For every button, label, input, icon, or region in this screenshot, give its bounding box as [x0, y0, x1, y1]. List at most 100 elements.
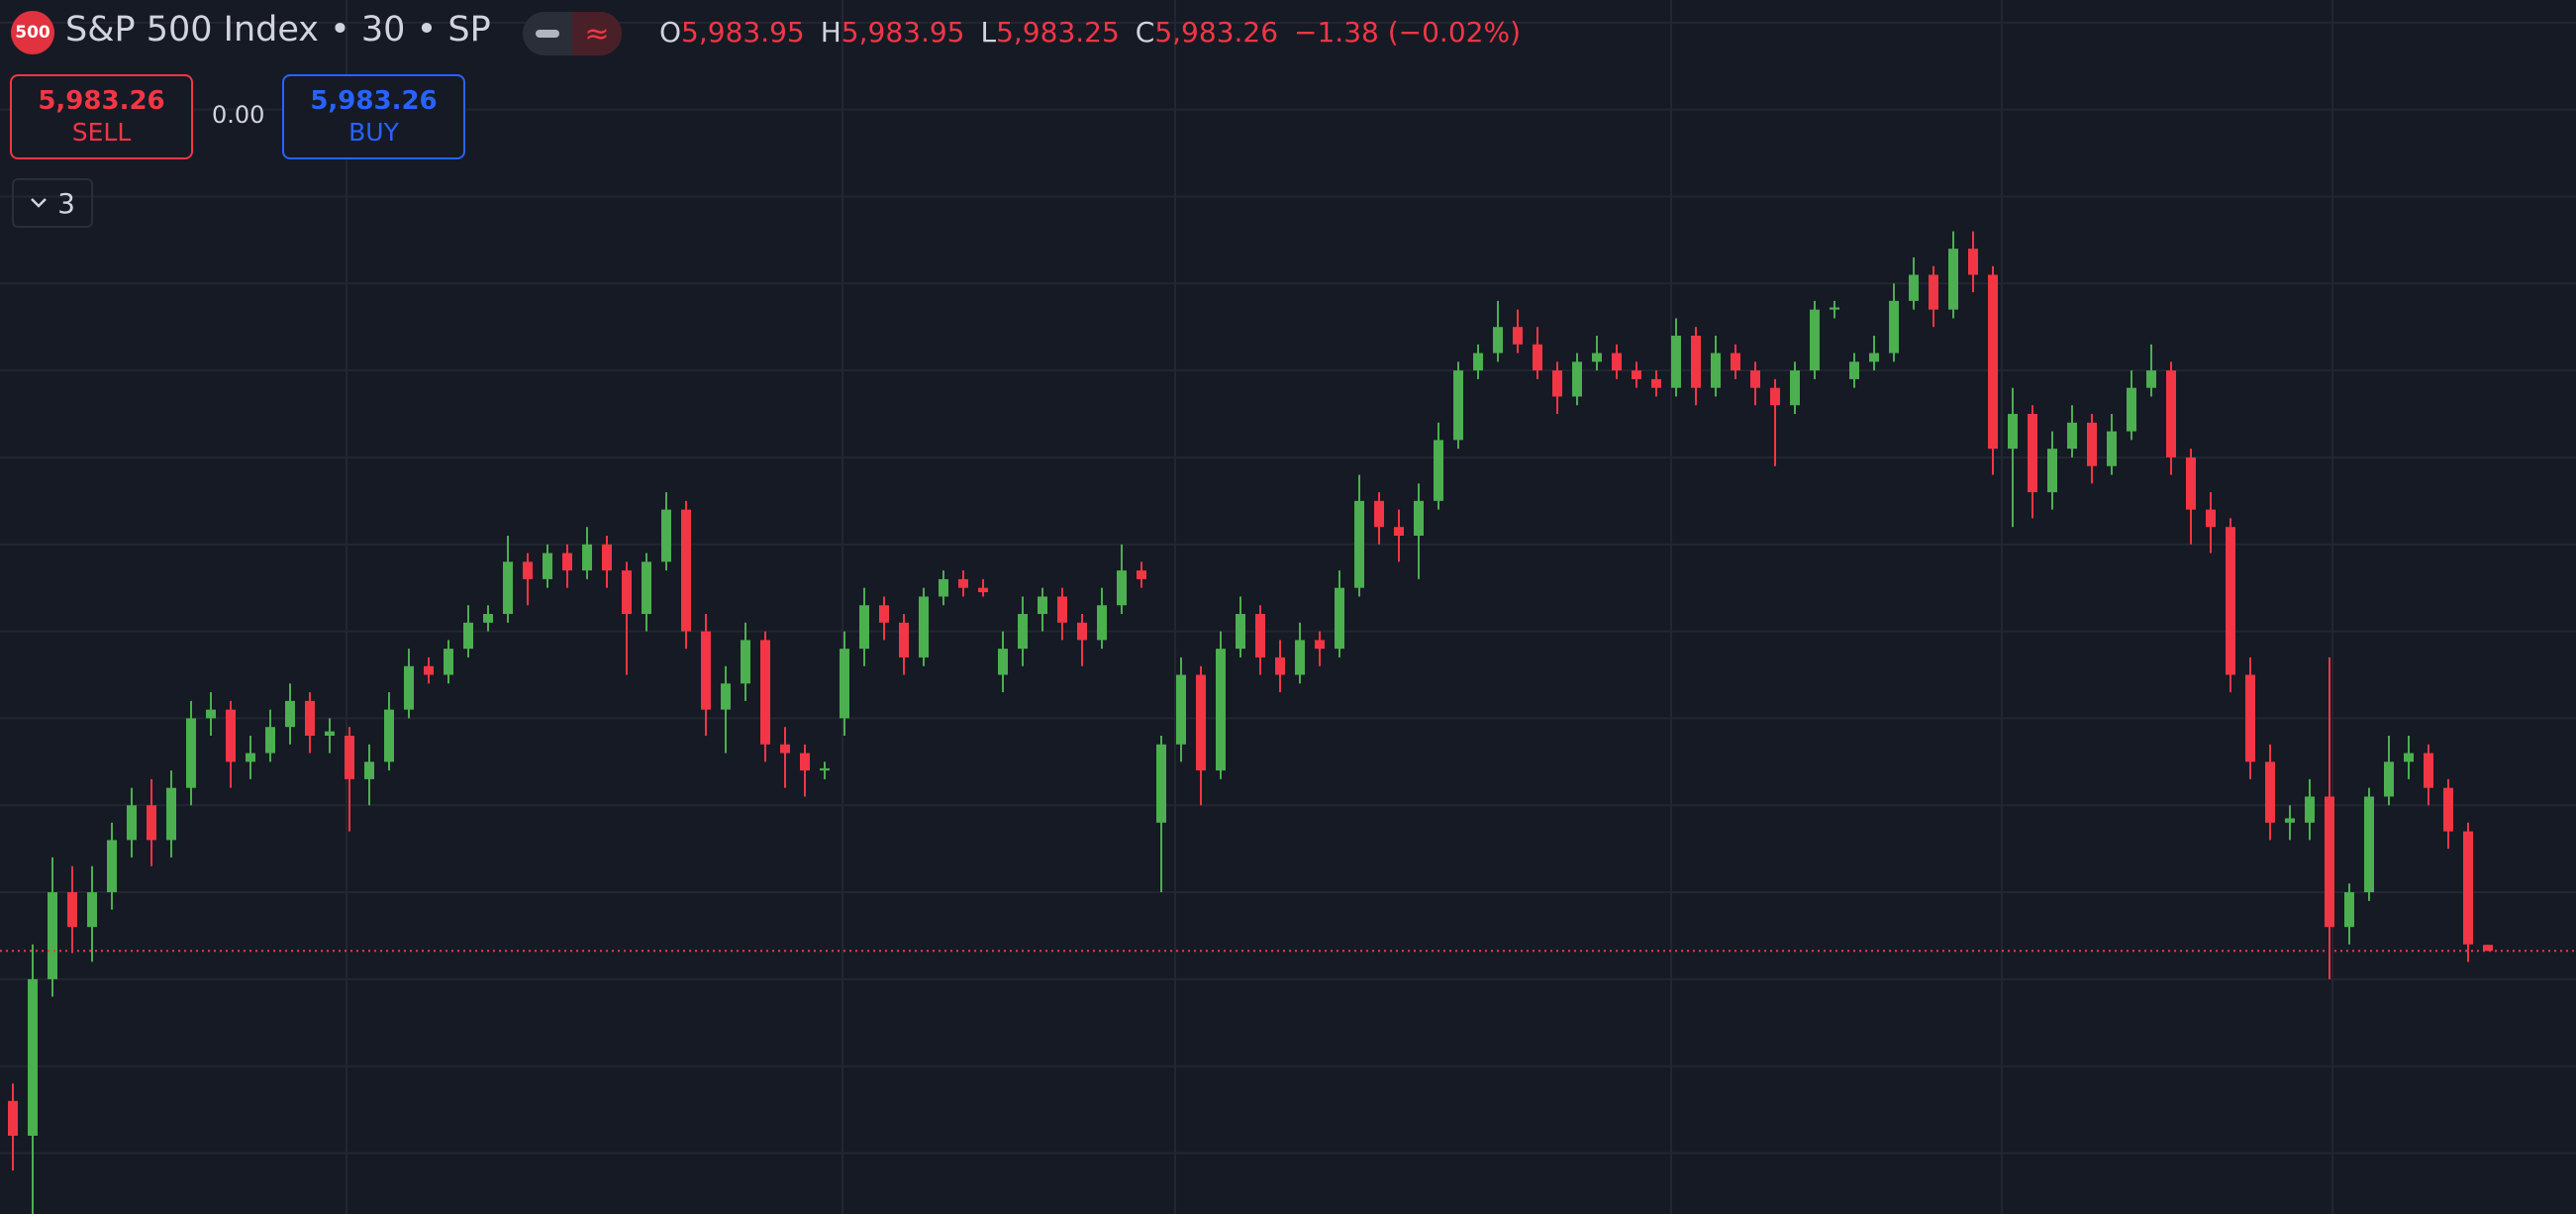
candle-body [483, 614, 493, 623]
candle-body [2087, 422, 2097, 466]
candle-body [2384, 761, 2394, 797]
candle-body [543, 553, 552, 579]
candle-body [1790, 370, 1800, 406]
symbol-icon[interactable]: 500 [11, 11, 54, 54]
chart-toggle[interactable]: ≈ [523, 12, 622, 55]
candle-body [622, 570, 632, 615]
toggle-off[interactable] [523, 12, 572, 55]
candle-body [2265, 761, 2275, 823]
candle-body [2008, 414, 2018, 450]
candle-body [444, 649, 453, 675]
candle-body [127, 805, 137, 841]
candle-body [1612, 353, 1622, 371]
chevron-icon [31, 198, 47, 208]
candle-body [1651, 378, 1661, 388]
candle-body [2047, 449, 2057, 493]
candle-body [523, 561, 533, 579]
toggle-bar [536, 30, 559, 38]
candle-body [325, 731, 335, 736]
candle-body [404, 665, 414, 710]
candle-body [2305, 796, 2315, 823]
candle-body [48, 892, 57, 979]
candle-body [2166, 370, 2176, 457]
candle-body [2206, 509, 2216, 528]
candle-body [28, 978, 38, 1136]
buy-label: BUY [348, 117, 399, 147]
candle-body [1572, 361, 1582, 397]
candle-body [1335, 587, 1344, 650]
candle-body [899, 622, 909, 658]
candle-body [2067, 422, 2077, 450]
candle-body [1137, 570, 1146, 579]
candle-body [1592, 353, 1602, 362]
candle-body [1533, 344, 1542, 371]
candle-body [1671, 335, 1681, 388]
candle-body [8, 1100, 18, 1136]
candle-body [1711, 353, 1721, 388]
candle-body [463, 622, 473, 650]
candle-body [2443, 787, 2453, 832]
candle-body [1869, 353, 1879, 362]
candle-body [2364, 796, 2374, 893]
candle-body [1552, 370, 1562, 397]
candle-body [1077, 622, 1087, 641]
candle-body [1968, 249, 1978, 275]
candle-body [661, 509, 671, 562]
candle-body [1750, 370, 1760, 388]
sell-price: 5,983.26 [38, 86, 165, 117]
symbol-title[interactable]: S&P 500 Index • 30 • SP [65, 10, 491, 50]
buy-button[interactable]: 5,983.26 BUY [282, 74, 465, 159]
toggle-on[interactable]: ≈ [572, 12, 622, 55]
candle-body [2028, 414, 2037, 493]
candle-body [1057, 596, 1067, 623]
sell-button[interactable]: 5,983.26 SELL [10, 74, 193, 159]
candle-body [2146, 370, 2156, 388]
candle-body [2186, 456, 2196, 510]
candle-body [760, 640, 770, 745]
candle-body [2344, 892, 2354, 928]
candle-body [1156, 744, 1166, 823]
candle-body [2245, 674, 2255, 762]
candle-body [780, 744, 790, 754]
candle-body [1295, 640, 1305, 675]
candle-body [1731, 353, 1740, 371]
candle-body [800, 753, 810, 771]
candle-body [998, 649, 1008, 675]
candle-body [1196, 674, 1206, 771]
candle-body [2483, 945, 2493, 952]
candle-body [246, 753, 255, 762]
ohlc-value: 5,983.26 [1154, 16, 1279, 49]
ohlc-key: O [659, 16, 682, 49]
candle-body [1909, 274, 1919, 301]
candle-body [166, 787, 176, 841]
ohlc-key: C [1135, 16, 1155, 49]
candle-body [1434, 440, 1443, 501]
candle-body [1018, 614, 1028, 650]
ohlc-item: H5,983.95 [821, 16, 965, 49]
indicators-count: 3 [57, 186, 75, 220]
candle-body [503, 561, 513, 615]
candle-body [1453, 370, 1463, 441]
candle-body [2127, 387, 2136, 432]
candle-body [226, 709, 236, 762]
candle-body [1849, 361, 1859, 379]
candle-body [1770, 387, 1780, 406]
ohlc-value: 5,983.25 [996, 16, 1120, 49]
candle-body [384, 709, 394, 762]
candle-body [2285, 818, 2295, 823]
candle-body [1473, 353, 1483, 371]
candle-body [1988, 274, 1998, 450]
candle-body [424, 665, 434, 675]
candle-body [1176, 674, 1186, 745]
sell-label: SELL [71, 117, 132, 147]
ohlc-value: 5,983.95 [841, 16, 965, 49]
candle-body [1394, 527, 1404, 536]
candle-body [1354, 500, 1364, 588]
indicators-toggle[interactable]: 3 [12, 178, 93, 228]
candle-body [958, 578, 968, 588]
candle-body [2107, 431, 2117, 466]
candle-body [939, 578, 948, 597]
ohlc-key: H [820, 16, 842, 49]
candle-body [1929, 274, 1938, 310]
